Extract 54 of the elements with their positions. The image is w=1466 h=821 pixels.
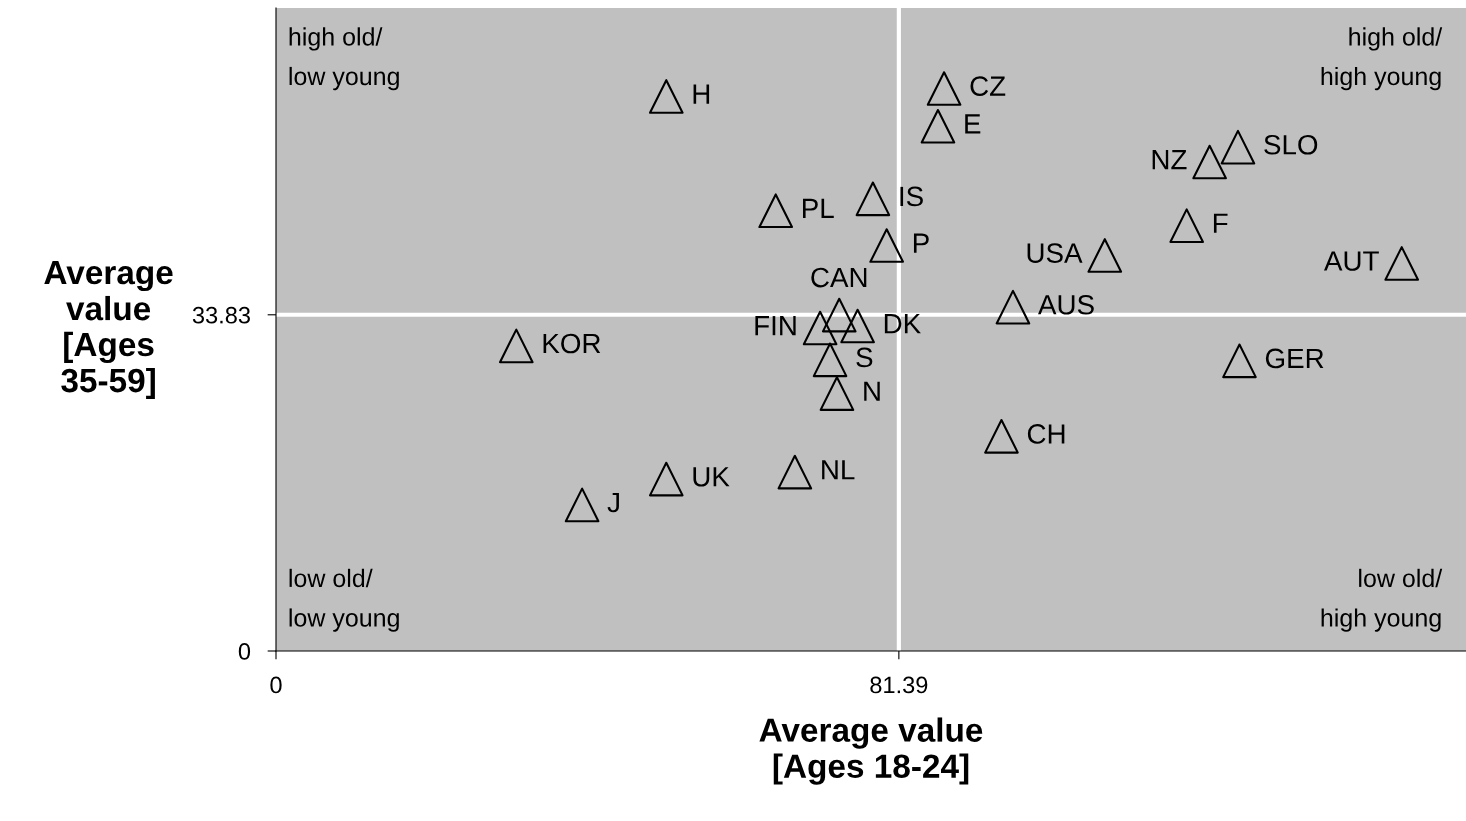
- point: [1192, 144, 1227, 180]
- point: [819, 376, 855, 411]
- point: [1220, 129, 1256, 165]
- point: [1384, 246, 1420, 281]
- annotation: high old/ high young: [1321, 27, 1443, 91]
- series-label: CZ: [970, 76, 1006, 96]
- series-label: USA: [1027, 243, 1083, 263]
- point: [648, 79, 684, 114]
- series-label: SLO: [1264, 134, 1318, 155]
- y-axis-title: Average value [Ages 35-59]: [44, 261, 173, 399]
- series-label: E: [965, 114, 981, 134]
- series-label: UK: [693, 467, 730, 487]
- point: [821, 297, 857, 333]
- point: [840, 308, 875, 344]
- series-label: GER: [1265, 348, 1324, 369]
- point: [1087, 238, 1123, 273]
- point: [1222, 343, 1257, 379]
- point: [995, 289, 1031, 325]
- x-axis-title: Average value [Ages 18-24]: [759, 717, 983, 785]
- point: [564, 487, 600, 523]
- series-label: F: [1213, 213, 1228, 233]
- series-label: CH: [1027, 424, 1065, 444]
- series-label: NL: [822, 460, 855, 480]
- point: [802, 310, 838, 346]
- point: [812, 342, 848, 378]
- series-label: FIN: [755, 316, 796, 336]
- point: [648, 461, 684, 497]
- series-label: J: [607, 492, 619, 513]
- annotation: high old/ low young: [289, 27, 399, 91]
- series-label: IS: [900, 186, 923, 207]
- series-label: AUT: [1324, 251, 1379, 271]
- point: [855, 181, 891, 217]
- series-label: P: [913, 233, 929, 253]
- annotation: low old/ high young: [1321, 568, 1443, 632]
- series-label: CAN: [811, 267, 867, 288]
- point: [920, 108, 956, 144]
- point: [1169, 208, 1204, 243]
- series-label: S: [856, 347, 873, 368]
- series-label: DK: [884, 314, 921, 334]
- point: [777, 454, 813, 490]
- annotation: low old/ low young: [289, 568, 399, 632]
- series-label: NZ: [1152, 150, 1187, 170]
- series-label: PL: [803, 198, 834, 218]
- series-label: KOR: [543, 333, 601, 354]
- point: [926, 71, 962, 106]
- x-tick-label: 81.39: [870, 676, 928, 694]
- point: [498, 328, 534, 364]
- series-label: N: [864, 381, 880, 401]
- series-label: H: [693, 84, 710, 104]
- point: [984, 419, 1019, 454]
- y-tick-label: 33.83: [192, 306, 250, 324]
- point: [869, 228, 905, 263]
- series-label: AUS: [1038, 294, 1094, 315]
- point: [758, 193, 794, 229]
